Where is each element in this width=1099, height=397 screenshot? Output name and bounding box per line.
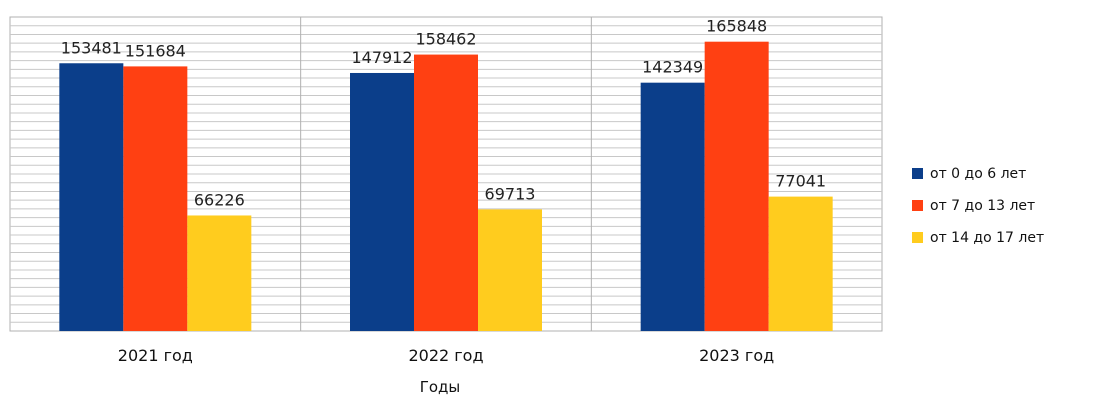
legend: от 0 до 6 лет от 7 до 13 лет от 14 до 17 л… <box>912 166 1044 246</box>
bar-3-1 <box>640 82 705 331</box>
bar-2-2 <box>414 54 478 332</box>
data-label: 165848 <box>706 17 767 36</box>
bar-1-3 <box>187 215 252 331</box>
legend-swatch <box>912 200 923 211</box>
legend-label: от 14 до 17 лет <box>930 230 1044 246</box>
bar-1-2 <box>123 66 188 331</box>
bar-3-3 <box>768 196 833 331</box>
legend-swatch <box>912 168 923 179</box>
bar-2-3 <box>478 209 542 331</box>
bar-3-2 <box>704 41 769 331</box>
data-label: 77041 <box>775 172 826 191</box>
bar-1-1 <box>59 63 124 331</box>
x-tick-label: 2022 год <box>408 346 483 365</box>
data-label: 66226 <box>194 190 245 209</box>
data-label: 158462 <box>415 30 476 49</box>
data-label: 142349 <box>642 58 703 77</box>
x-axis-title: Годы <box>420 378 461 396</box>
legend-label: от 7 до 13 лет <box>930 198 1035 214</box>
bar-2-1 <box>350 72 414 331</box>
bars <box>59 41 833 332</box>
data-label: 151684 <box>125 41 186 60</box>
x-tick-label: 2023 год <box>699 346 774 365</box>
data-label: 69713 <box>485 184 536 203</box>
data-label: 147912 <box>351 48 412 67</box>
legend-swatch <box>912 232 923 243</box>
x-tick-labels: 2021 год 2022 год 2023 год <box>118 346 774 365</box>
legend-label: от 0 до 6 лет <box>930 166 1026 182</box>
data-label: 153481 <box>61 38 122 57</box>
x-tick-label: 2021 год <box>118 346 193 365</box>
